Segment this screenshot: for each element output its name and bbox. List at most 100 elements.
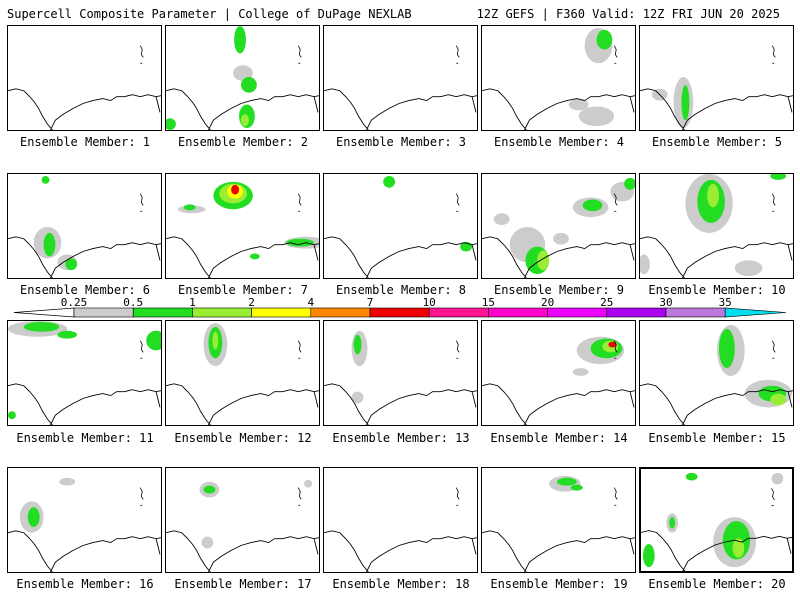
coastline — [8, 236, 161, 278]
lake-outline — [139, 193, 144, 212]
ensemble-member-panel[interactable] — [7, 173, 162, 279]
coastline — [641, 530, 792, 571]
scp-contour-fill — [734, 260, 763, 277]
colorbar-tick-label: 1 — [189, 296, 196, 309]
scp-contour-fill — [685, 472, 698, 481]
member-map — [8, 477, 161, 572]
member-map — [482, 475, 635, 572]
scp-contour-fill — [770, 393, 787, 406]
ensemble-member-panel[interactable] — [639, 467, 794, 573]
lake-outline — [139, 340, 144, 359]
ensemble-member-panel[interactable] — [165, 25, 320, 131]
lake-outline — [139, 487, 144, 506]
scp-contour-fill — [642, 544, 655, 568]
ensemble-member-panel[interactable] — [7, 320, 162, 426]
ensemble-member-panel[interactable] — [7, 467, 162, 573]
ensemble-member-panel[interactable] — [481, 25, 636, 131]
scp-contour-fill — [304, 479, 313, 488]
member-map — [324, 45, 477, 130]
ensemble-member-panel[interactable] — [481, 320, 636, 426]
colorbar-tick-label: 20 — [541, 296, 554, 309]
scp-contour-fill — [669, 517, 676, 529]
scp-contour-fill — [249, 253, 260, 260]
lake-outline — [297, 193, 302, 212]
scp-contour-fill — [233, 65, 253, 81]
ensemble-member-panel[interactable] — [7, 25, 162, 131]
member-label: Ensemble Member: 15 — [648, 431, 786, 445]
member-label: Ensemble Member: 16 — [16, 577, 154, 591]
scp-contour-fill — [353, 334, 362, 355]
member-label: Ensemble Member: 19 — [490, 577, 628, 591]
member-label: Ensemble Member: 3 — [335, 135, 467, 149]
ensemble-member-panel[interactable] — [639, 320, 794, 426]
ensemble-member-panel[interactable] — [165, 173, 320, 279]
coastline — [324, 88, 477, 130]
colorbar-segment — [665, 307, 726, 318]
lake-outline — [771, 340, 776, 359]
lake-outline — [771, 45, 776, 64]
coastline — [324, 236, 477, 278]
scp-contour-fill — [596, 29, 613, 50]
lake-outline — [771, 193, 776, 212]
colorbar-tick-label: 30 — [659, 296, 672, 309]
member-label: Ensemble Member: 11 — [16, 431, 154, 445]
member-map — [166, 479, 319, 572]
ensemble-member-panel[interactable] — [165, 467, 320, 573]
ensemble-member-panel[interactable] — [639, 25, 794, 131]
member-map — [482, 336, 635, 425]
coastline — [482, 88, 635, 130]
colorbar-tick-label: 0.25 — [61, 296, 88, 309]
scp-contour-fill — [41, 175, 50, 184]
scp-contour-fill — [582, 199, 603, 212]
member-map — [641, 472, 792, 571]
scp-contour-fill — [231, 184, 240, 195]
ensemble-member-panel[interactable] — [481, 173, 636, 279]
coastline — [640, 236, 793, 278]
ensemble-member-panel[interactable] — [323, 320, 478, 426]
lake-outline — [455, 487, 460, 506]
member-map — [640, 45, 793, 130]
colorbar-legend: 0.25 0.5 1 2 4 7 10 15 20 25 30 35 — [13, 296, 787, 318]
scp-contour-fill — [183, 204, 196, 211]
lake-outline — [771, 488, 775, 506]
member-label: Ensemble Member: 10 — [648, 283, 786, 297]
member-label: Ensemble Member: 6 — [19, 283, 151, 297]
member-map — [8, 321, 161, 425]
ensemble-member-panel[interactable] — [481, 467, 636, 573]
colorbar-segment — [310, 307, 371, 318]
coastline — [324, 530, 477, 572]
scp-contour-fill — [578, 106, 615, 127]
coastline — [482, 530, 635, 572]
ensemble-member-panel[interactable] — [165, 320, 320, 426]
scp-contour-fill — [732, 538, 745, 558]
coastline — [640, 88, 793, 130]
scp-contour-fill — [201, 536, 214, 549]
colorbar-tick-label: 0.5 — [123, 296, 143, 309]
ensemble-member-panel[interactable] — [323, 25, 478, 131]
colorbar-segment — [547, 307, 608, 318]
ensemble-member-panel[interactable] — [323, 173, 478, 279]
member-label: Ensemble Member: 14 — [490, 431, 628, 445]
scp-contour-fill — [707, 183, 719, 208]
lake-outline — [613, 487, 618, 506]
coastline — [8, 88, 161, 130]
ensemble-member-panel[interactable] — [323, 467, 478, 573]
colorbar-tick-label: 10 — [423, 296, 436, 309]
colorbar-min-arrow — [13, 307, 75, 318]
scp-contour-fill — [557, 477, 577, 486]
scp-contour-fill — [383, 175, 396, 188]
member-map — [166, 322, 319, 425]
member-map — [324, 175, 477, 278]
member-map — [324, 487, 477, 572]
colorbar-max-arrow — [724, 307, 787, 318]
scp-contour-fill — [8, 411, 16, 420]
colorbar-segment — [192, 307, 252, 318]
scp-contour-fill — [212, 331, 219, 350]
ensemble-member-panel[interactable] — [639, 173, 794, 279]
member-map — [324, 330, 477, 425]
member-map — [8, 175, 161, 278]
colorbar-segment — [428, 307, 489, 318]
scp-contour-fill — [771, 472, 784, 485]
member-label: Ensemble Member: 9 — [493, 283, 625, 297]
lake-outline — [613, 193, 618, 212]
